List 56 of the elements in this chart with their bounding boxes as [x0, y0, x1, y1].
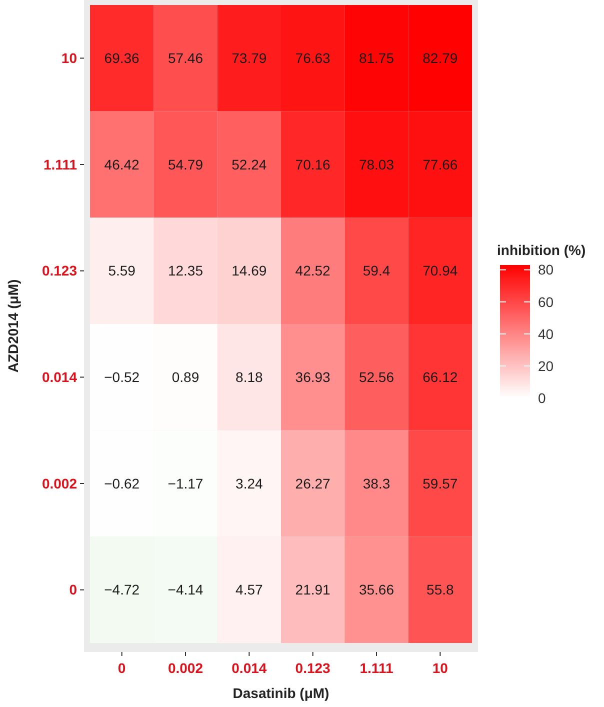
color-bar-label: 60 [538, 294, 554, 310]
data-label: −1.17 [168, 475, 204, 492]
data-label: 0.89 [172, 369, 200, 386]
color-bar-label: 40 [538, 326, 554, 342]
data-label: 3.24 [236, 475, 264, 492]
x-tick-label: 0.123 [295, 660, 331, 676]
data-label: 59.57 [422, 475, 458, 492]
data-label: 70.94 [422, 262, 458, 279]
data-label: 8.18 [236, 369, 264, 386]
data-label: −4.14 [168, 582, 204, 598]
data-label: −0.52 [104, 369, 140, 386]
y-tick-label: 0 [69, 582, 78, 598]
color-bar-label: 20 [538, 358, 554, 374]
data-label: 35.66 [358, 582, 394, 598]
data-label: 78.03 [358, 156, 394, 172]
data-label: 57.46 [168, 50, 204, 66]
x-tick-label: 10 [432, 660, 448, 676]
data-label: 38.3 [362, 475, 390, 492]
color-bar-label: 0 [538, 390, 546, 406]
data-label: 46.42 [104, 156, 140, 172]
x-tick-label: 1.111 [360, 660, 394, 676]
x-tick-label: 0 [118, 660, 126, 676]
y-tick-label: 0.002 [42, 475, 78, 492]
data-label: 4.57 [236, 582, 264, 598]
y-axis-title: AZD2014 (μM) [5, 279, 21, 373]
data-label: 66.12 [422, 369, 458, 386]
data-label: 73.79 [232, 50, 267, 66]
data-label: −4.72 [104, 582, 140, 598]
data-label: 12.35 [168, 262, 204, 279]
x-tick-label: 0.014 [232, 660, 267, 676]
data-label: 42.52 [295, 262, 331, 279]
data-label: 59.4 [362, 262, 390, 279]
color-bar-label: 80 [538, 262, 554, 278]
x-tick-label: 0.002 [168, 660, 204, 676]
y-tick-label: 1.111 [44, 156, 78, 172]
data-label: 14.69 [232, 262, 267, 279]
data-label: 69.36 [104, 50, 140, 66]
data-label: 76.63 [295, 50, 331, 66]
data-label: −0.62 [104, 475, 140, 492]
data-label: 81.75 [358, 50, 394, 66]
data-label: 26.27 [295, 475, 331, 492]
data-label: 36.93 [295, 369, 331, 386]
data-label: 54.79 [168, 156, 204, 172]
color-bar-title: inhibition (%) [497, 242, 586, 258]
data-label: 21.91 [295, 582, 331, 598]
data-label: 52.24 [232, 156, 267, 172]
data-label: 82.79 [422, 50, 458, 66]
data-label: 5.59 [108, 262, 136, 279]
y-tick-label: 10 [61, 50, 78, 66]
y-tick-label: 0.123 [42, 262, 78, 279]
data-label: 52.56 [358, 369, 394, 386]
data-label: 70.16 [295, 156, 331, 172]
x-axis-title: Dasatinib (μM) [232, 685, 330, 701]
y-tick-label: 0.014 [42, 369, 78, 386]
data-label: 77.66 [422, 156, 458, 172]
data-label: 55.8 [426, 582, 454, 598]
